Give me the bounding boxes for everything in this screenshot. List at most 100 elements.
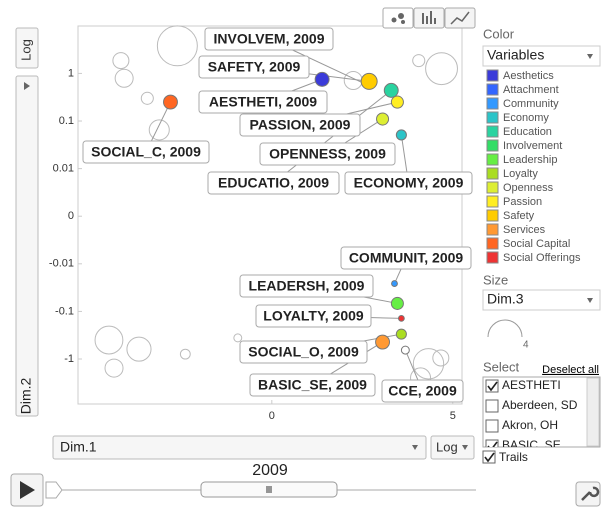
bubble[interactable] xyxy=(179,348,191,360)
y-log-button[interactable] xyxy=(15,27,39,69)
legend-label: Safety xyxy=(503,210,535,222)
bubble-label: SOCIAL_O, 2009 xyxy=(248,344,359,360)
speed-button[interactable] xyxy=(45,481,63,499)
time-label: 2009 xyxy=(252,462,288,479)
checkbox[interactable] xyxy=(482,450,496,464)
bubble[interactable] xyxy=(395,129,407,141)
x-axis-label: Dim.1 xyxy=(60,439,97,455)
label-box xyxy=(255,304,372,328)
bubble[interactable] xyxy=(425,52,458,86)
bubble[interactable] xyxy=(94,325,124,355)
bubble-tab[interactable] xyxy=(382,7,414,29)
select-item[interactable]: Akron, OH xyxy=(502,418,558,432)
bubble-label: COMMUNIT, 2009 xyxy=(349,250,464,266)
line-tab[interactable] xyxy=(444,7,476,29)
legend-swatch xyxy=(486,209,499,222)
bubble-label: SOCIAL_C, 2009 xyxy=(91,144,201,160)
y-tick-label: -0.01 xyxy=(49,258,74,270)
x-tick-label: 0 xyxy=(269,410,275,422)
bubble[interactable] xyxy=(148,119,170,141)
bubble[interactable] xyxy=(140,91,154,105)
size-legend-arc xyxy=(487,319,523,338)
select-item[interactable]: Aberdeen, SD xyxy=(502,398,578,412)
legend-swatch xyxy=(486,69,499,82)
select-heading: Select xyxy=(483,359,520,374)
label-box xyxy=(198,55,310,79)
bubble-label: LOYALTY, 2009 xyxy=(263,308,364,324)
icon xyxy=(391,17,397,23)
bubble[interactable] xyxy=(395,328,407,340)
icon xyxy=(266,486,272,493)
y-tick-label: 0.1 xyxy=(59,115,74,127)
legend-swatch xyxy=(486,167,499,180)
size-legend-value: 4 xyxy=(523,340,529,351)
bubble[interactable] xyxy=(314,71,330,87)
icon xyxy=(24,82,30,90)
legend-label: Education xyxy=(503,126,552,138)
check-mark xyxy=(487,441,498,447)
size-dropdown[interactable] xyxy=(482,289,601,311)
bubble-label: EDUCATIO, 2009 xyxy=(218,175,329,191)
x-log-label: Log xyxy=(436,439,458,454)
checkbox[interactable] xyxy=(485,379,499,393)
y-axis-selector[interactable] xyxy=(15,75,39,417)
bubble[interactable] xyxy=(360,72,378,90)
bubble[interactable] xyxy=(114,68,134,88)
icon xyxy=(462,445,468,450)
checkbox[interactable] xyxy=(485,419,499,433)
deselect-all[interactable]: Deselect all xyxy=(542,364,599,376)
legend-swatch xyxy=(486,97,499,110)
legend-label: Involvement xyxy=(503,140,562,152)
color-dropdown[interactable] xyxy=(482,45,601,67)
bubble[interactable] xyxy=(400,345,410,355)
label-box xyxy=(204,27,334,51)
y-tick-label: 1 xyxy=(68,67,74,79)
x-axis-selector[interactable] xyxy=(52,435,427,460)
bubble[interactable] xyxy=(383,82,399,98)
x-log-button[interactable] xyxy=(430,435,475,460)
bubble[interactable] xyxy=(390,95,404,109)
legend-swatch xyxy=(486,181,499,194)
bubble[interactable] xyxy=(112,52,130,70)
size-by: Dim.3 xyxy=(487,291,524,307)
checkbox[interactable] xyxy=(485,399,499,413)
legend-swatch xyxy=(486,153,499,166)
icon xyxy=(20,481,35,499)
label-box xyxy=(249,373,376,397)
color-heading: Color xyxy=(483,26,515,41)
bubble[interactable] xyxy=(163,94,178,110)
legend-label: Aesthetics xyxy=(503,70,554,82)
label-leader xyxy=(273,89,392,184)
bubble[interactable] xyxy=(412,348,445,380)
bubble[interactable] xyxy=(376,112,390,126)
bubble[interactable] xyxy=(412,54,426,68)
bubble[interactable] xyxy=(391,280,398,287)
bar-tab[interactable] xyxy=(413,7,445,29)
label-box xyxy=(82,140,210,164)
bubble[interactable] xyxy=(390,296,404,310)
icon xyxy=(581,486,600,501)
bubble[interactable] xyxy=(432,349,450,367)
color-by: Variables xyxy=(487,47,544,63)
legend-swatch xyxy=(486,251,499,264)
check-mark xyxy=(484,452,495,463)
checkbox[interactable] xyxy=(485,439,499,452)
bubble-label: OPENNESS, 2009 xyxy=(269,146,386,162)
legend-label: Social Capital xyxy=(503,238,570,250)
scrollbar[interactable] xyxy=(586,377,600,447)
bubble[interactable] xyxy=(126,336,152,362)
bubble[interactable] xyxy=(104,358,124,378)
bubble[interactable] xyxy=(156,25,198,67)
bubble-label: LEADERSH, 2009 xyxy=(249,278,365,294)
trails-label: Trails xyxy=(499,450,528,464)
select-item[interactable]: AESTHETI xyxy=(502,378,561,392)
legend-label: Passion xyxy=(503,196,542,208)
bubble[interactable] xyxy=(233,333,243,343)
bubble[interactable] xyxy=(397,314,405,322)
bubble[interactable] xyxy=(375,334,391,350)
select-item[interactable]: BASIC_SE xyxy=(502,438,561,452)
bubble-label: PASSION, 2009 xyxy=(250,117,351,133)
legend-swatch xyxy=(486,125,499,138)
select-list xyxy=(482,376,601,448)
icon xyxy=(450,11,470,25)
